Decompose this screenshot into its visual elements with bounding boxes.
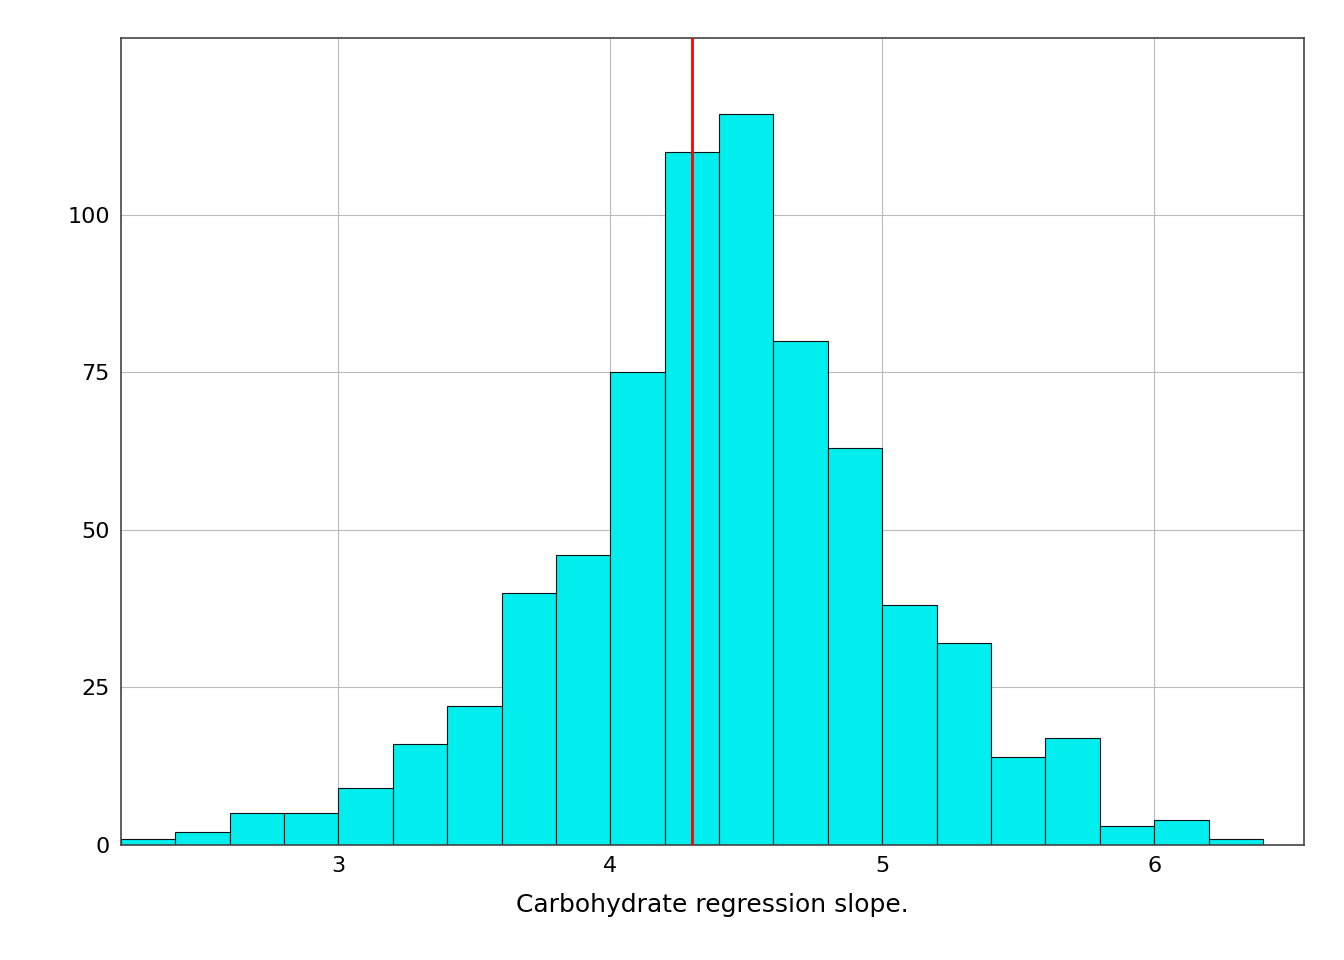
Bar — [339, 788, 392, 845]
Bar — [230, 813, 284, 845]
Bar — [610, 372, 665, 845]
Bar — [665, 152, 719, 845]
Bar — [501, 593, 556, 845]
X-axis label: Carbohydrate regression slope.: Carbohydrate regression slope. — [516, 893, 909, 917]
Bar — [121, 838, 175, 845]
Bar — [991, 756, 1046, 845]
Bar — [1154, 820, 1208, 845]
Bar — [1046, 737, 1099, 845]
Bar — [392, 744, 448, 845]
Bar — [828, 448, 882, 845]
Bar — [556, 555, 610, 845]
Bar — [284, 813, 339, 845]
Bar — [175, 832, 230, 845]
Bar — [937, 643, 991, 845]
Bar — [1208, 838, 1263, 845]
Bar — [448, 707, 501, 845]
Bar — [1099, 826, 1154, 845]
Bar — [774, 341, 828, 845]
Bar — [882, 606, 937, 845]
Bar — [719, 114, 774, 845]
